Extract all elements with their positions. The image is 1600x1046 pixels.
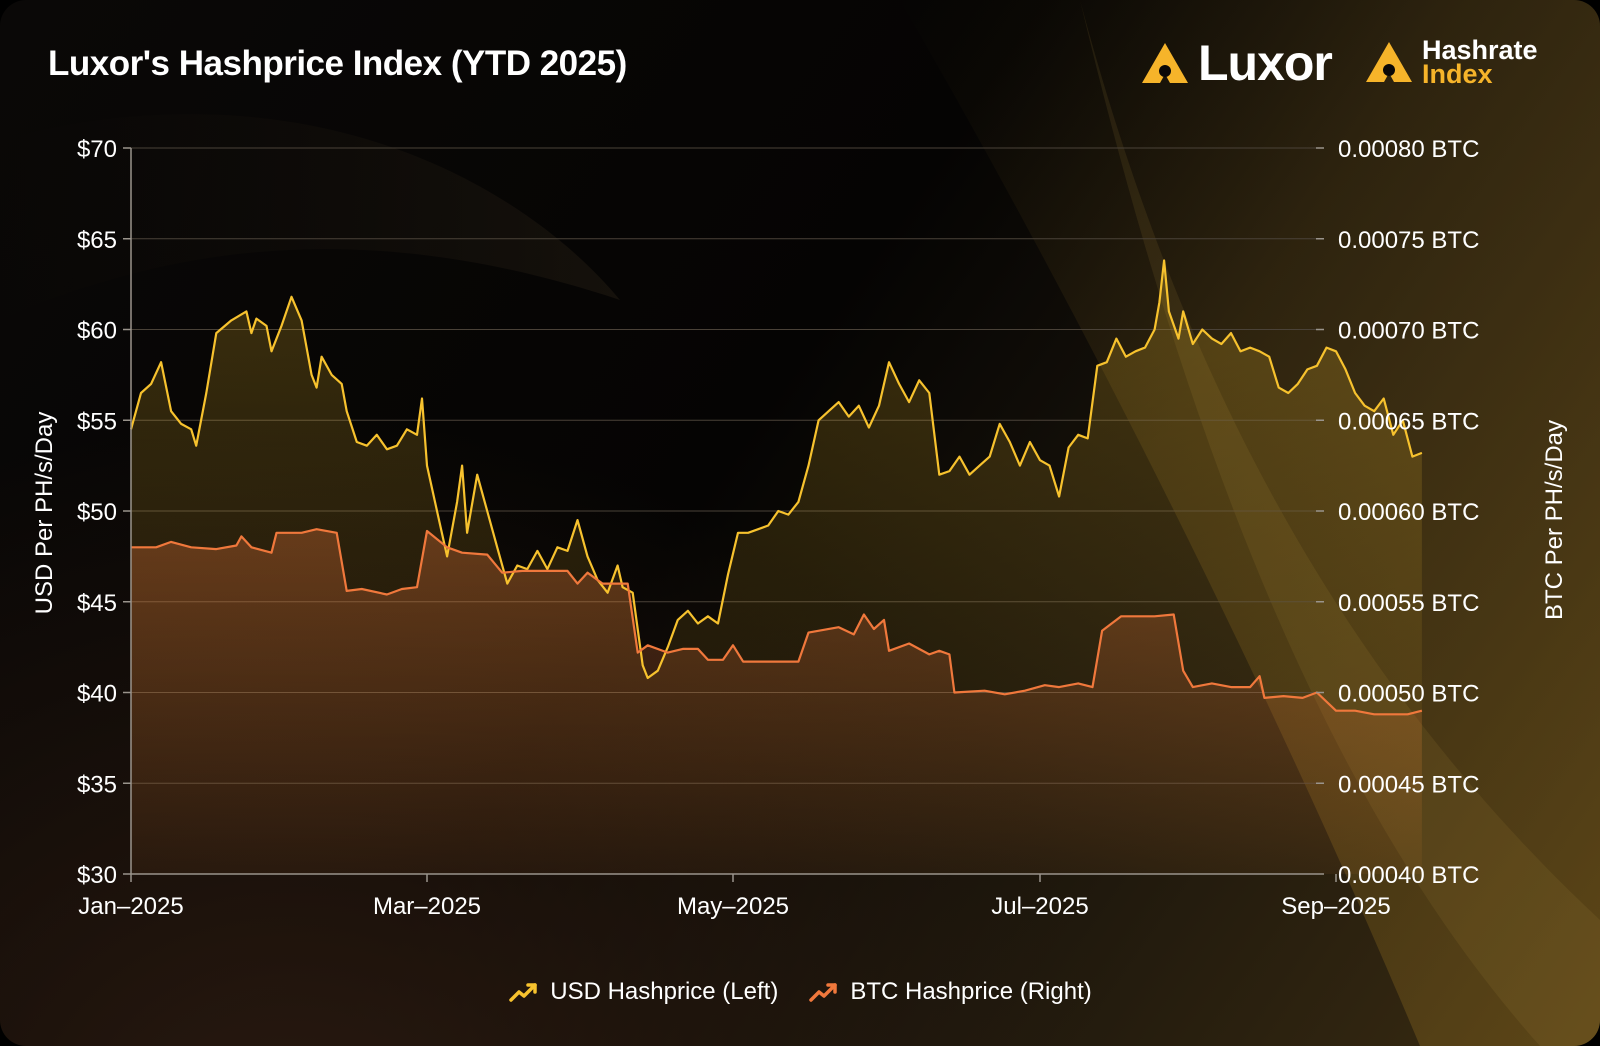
hashrate-index-logo-line2: Index [1422, 59, 1493, 90]
y-tick-label-left: $35 [77, 771, 117, 798]
legend: USD Hashprice (Left) BTC Hashprice (Righ… [0, 978, 1600, 1006]
y-tick-label-right: 0.00070 BTC [1338, 318, 1479, 345]
luxor-logo: Luxor [1140, 35, 1333, 91]
usd-series-icon [509, 983, 537, 1002]
series-fills [131, 260, 1422, 874]
legend-label-usd: USD Hashprice (Left) [550, 978, 779, 1005]
legend-item-usd[interactable]: USD Hashprice (Left) [508, 978, 778, 1006]
luxor-logo-text: Luxor [1198, 35, 1333, 91]
hashrate-index-logo-text: Hashrate Index [1422, 35, 1538, 90]
y-tick-label-left: $70 [77, 136, 117, 163]
y-tick-label-right: 0.00075 BTC [1338, 227, 1479, 254]
y-tick-label-left: $50 [77, 499, 117, 526]
y-tick-label-right: 0.00050 BTC [1338, 681, 1479, 708]
y-tick-label-left: $40 [77, 681, 117, 708]
x-tick-label: Jan–2025 [78, 893, 183, 920]
btc-series-line [131, 528, 1423, 716]
series-lines [129, 259, 1423, 716]
legend-item-btc[interactable]: BTC Hashprice (Right) [808, 978, 1092, 1006]
hashrate-index-logo: Hashrate Index [1364, 35, 1538, 90]
x-tick-label: Mar–2025 [373, 893, 481, 920]
y-axis-right-label: BTC Per PH/s/Day [1541, 420, 1568, 620]
y-tick-label-right: 0.00045 BTC [1338, 771, 1479, 798]
y-tick-label-right: 0.00065 BTC [1338, 408, 1479, 435]
y-tick-label-left: $30 [77, 862, 117, 889]
hashrate-index-logo-icon [1366, 42, 1412, 83]
y-tick-label-left: $65 [77, 227, 117, 254]
y-tick-label-right: 0.00080 BTC [1338, 136, 1479, 163]
axes: $70 0.00080 BTC $65 0.00075 BTC $60 0.00070 B… [77, 136, 1479, 920]
y-tick-label-right: 0.00040 BTC [1338, 862, 1479, 889]
y-tick-label-right: 0.00055 BTC [1338, 590, 1479, 617]
btc-series-area [131, 529, 1422, 874]
x-tick-label: May–2025 [677, 893, 789, 920]
hashrate-index-logo-line1: Hashrate [1422, 35, 1538, 65]
usd-series-line [129, 259, 1423, 680]
page-title: Luxor's Hashprice Index (YTD 2025) [48, 44, 627, 83]
legend-label-btc: BTC Hashprice (Right) [850, 978, 1092, 1005]
x-tick-label: Jul–2025 [991, 893, 1088, 920]
luxor-logo-icon [1142, 43, 1188, 83]
y-tick-label-left: $60 [77, 318, 117, 345]
y-axis-left-label: USD Per PH/s/Day [31, 412, 58, 615]
y-tick-label-left: $45 [77, 590, 117, 617]
y-tick-label-right: 0.00060 BTC [1338, 499, 1479, 526]
y-tick-label-left: $55 [77, 408, 117, 435]
x-tick-label: Sep–2025 [1281, 893, 1390, 920]
btc-series-icon [809, 983, 838, 1002]
